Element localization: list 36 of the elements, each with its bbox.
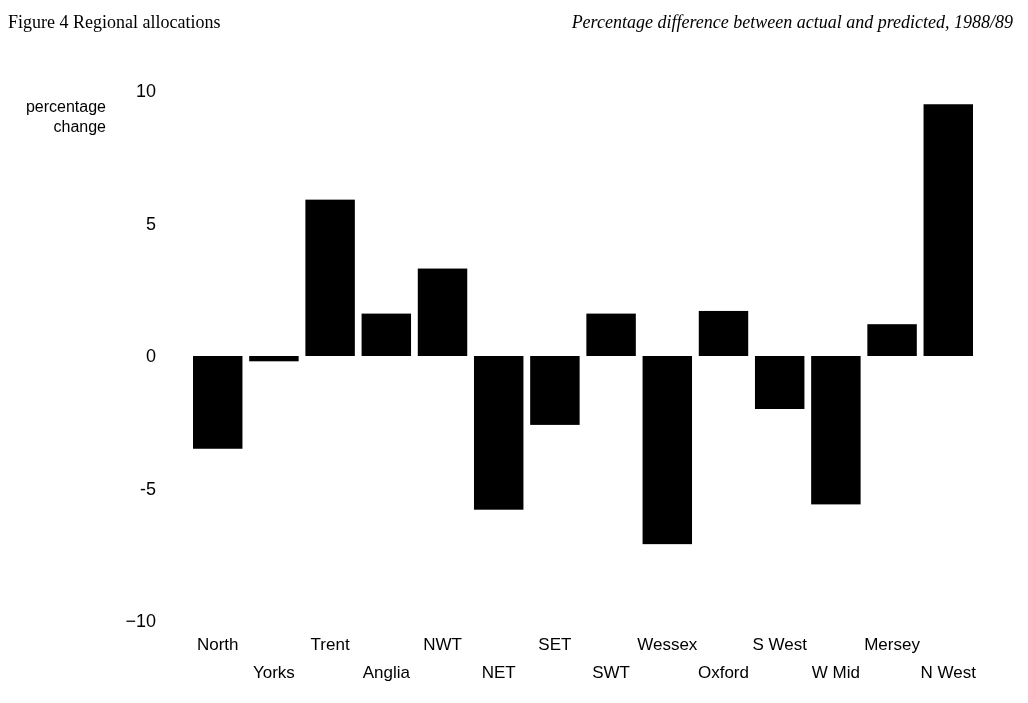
bar [698, 310, 749, 356]
x-tick-label: Trent [310, 635, 350, 654]
x-tick-label: NET [481, 663, 516, 682]
x-tick-label: Anglia [362, 663, 411, 682]
x-tick-label: N West [920, 663, 977, 682]
x-tick-label: Yorks [252, 663, 295, 682]
x-tick-label: W Mid [811, 663, 860, 682]
x-tick-label: Mersey [864, 635, 921, 654]
bar [867, 324, 917, 356]
y-axis-title: percentage change [25, 98, 107, 135]
bar [530, 356, 580, 425]
bar [923, 104, 973, 356]
bar [642, 356, 693, 545]
y-tick-label: 0 [145, 346, 156, 367]
y-tick-label: −10 [125, 611, 156, 632]
bar [249, 356, 299, 362]
bar [305, 199, 355, 356]
bar [417, 268, 468, 356]
bar [193, 356, 243, 449]
x-tick-label: Wessex [637, 635, 698, 654]
x-tick-label: S West [752, 635, 808, 654]
bar [811, 356, 861, 505]
bar [473, 356, 524, 510]
y-tick-label: 10 [135, 81, 156, 102]
x-tick-label: North [196, 635, 239, 654]
x-tick-label: NWT [423, 635, 462, 654]
bar [586, 313, 636, 356]
x-tick-label: Oxford [697, 663, 750, 682]
x-tick-label: SWT [592, 663, 630, 682]
y-tick-label: -5 [139, 478, 156, 499]
bar [361, 313, 412, 356]
bar [754, 356, 805, 409]
y-tick-label: 5 [145, 213, 156, 234]
chart-title: Figure 4 Regional allocations [8, 12, 221, 32]
chart-subtitle: Percentage difference between actual and predicted, 1988/89 [570, 12, 1013, 32]
x-tick-label: SET [538, 635, 572, 654]
